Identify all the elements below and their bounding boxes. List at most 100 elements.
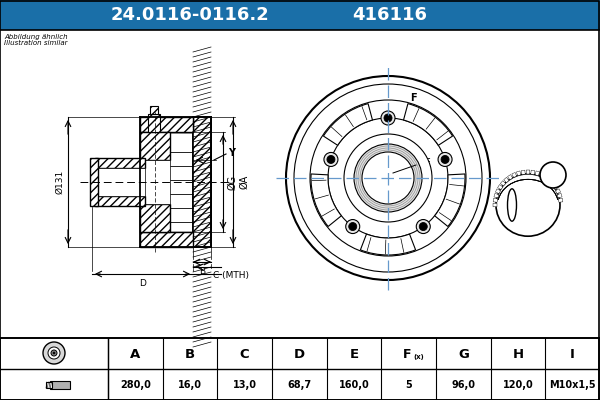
Bar — [95, 158, 145, 168]
Bar — [50, 381, 70, 389]
Bar — [140, 160, 170, 204]
Text: F: F — [410, 93, 416, 103]
Wedge shape — [311, 174, 341, 226]
Text: 280,0: 280,0 — [120, 380, 151, 390]
Circle shape — [354, 144, 422, 212]
Wedge shape — [493, 198, 497, 202]
Text: D: D — [139, 279, 146, 288]
Wedge shape — [556, 189, 560, 194]
Bar — [0, 0, 600, 30]
Text: H: H — [512, 348, 524, 360]
Wedge shape — [496, 189, 500, 194]
Bar — [140, 132, 170, 160]
Wedge shape — [557, 193, 562, 198]
Bar — [0, 338, 599, 400]
Text: B: B — [185, 348, 195, 360]
Circle shape — [441, 156, 449, 164]
Wedge shape — [500, 181, 506, 186]
Text: B: B — [199, 267, 205, 276]
Circle shape — [416, 220, 430, 234]
Text: I: I — [570, 348, 575, 360]
Circle shape — [286, 76, 490, 280]
Text: 5: 5 — [405, 380, 412, 390]
Bar — [95, 168, 145, 196]
Ellipse shape — [496, 174, 560, 236]
Wedge shape — [508, 175, 512, 180]
Text: 96,0: 96,0 — [451, 380, 475, 390]
Wedge shape — [434, 174, 465, 226]
Circle shape — [349, 222, 357, 230]
Wedge shape — [512, 172, 517, 178]
Text: C (MTH): C (MTH) — [213, 271, 249, 280]
Circle shape — [384, 114, 392, 122]
Circle shape — [310, 100, 466, 256]
Bar — [95, 196, 145, 206]
Circle shape — [48, 347, 60, 359]
Bar — [140, 232, 193, 247]
Text: M10x1,5: M10x1,5 — [550, 380, 596, 390]
Text: ØA: ØA — [239, 175, 249, 189]
Wedge shape — [361, 234, 416, 255]
Text: 120,0: 120,0 — [503, 380, 533, 390]
Bar — [140, 117, 193, 132]
Text: 16,0: 16,0 — [178, 380, 202, 390]
Circle shape — [53, 352, 55, 354]
Text: ØG: ØG — [227, 174, 237, 190]
Text: 160,0: 160,0 — [338, 380, 370, 390]
Text: Y: Y — [548, 168, 557, 182]
Text: D: D — [294, 348, 305, 360]
Text: (x): (x) — [413, 354, 424, 360]
Text: C: C — [240, 348, 250, 360]
Wedge shape — [323, 104, 373, 145]
Wedge shape — [550, 181, 556, 186]
Wedge shape — [553, 184, 559, 190]
Circle shape — [51, 350, 57, 356]
Circle shape — [346, 220, 360, 234]
Bar — [148, 114, 160, 132]
Wedge shape — [531, 170, 535, 174]
Bar — [140, 117, 193, 132]
Text: G: G — [458, 348, 469, 360]
Wedge shape — [521, 170, 525, 174]
Bar — [193, 117, 211, 247]
Circle shape — [438, 152, 452, 166]
Wedge shape — [539, 172, 544, 178]
Circle shape — [294, 84, 482, 272]
Text: F: F — [403, 348, 411, 360]
Circle shape — [328, 118, 448, 238]
Wedge shape — [544, 175, 548, 180]
Circle shape — [43, 342, 65, 364]
Bar — [0, 30, 600, 338]
Bar — [193, 117, 211, 247]
Wedge shape — [494, 193, 499, 198]
Text: Illustration similar: Illustration similar — [4, 40, 67, 46]
Circle shape — [540, 162, 566, 188]
Text: A: A — [130, 348, 140, 360]
Wedge shape — [497, 184, 503, 190]
Circle shape — [327, 156, 335, 164]
Bar — [150, 106, 158, 114]
Text: 13,0: 13,0 — [233, 380, 257, 390]
Text: Y: Y — [228, 148, 235, 158]
Text: 68,7: 68,7 — [287, 380, 311, 390]
Wedge shape — [526, 170, 530, 174]
Bar — [90, 158, 98, 206]
Circle shape — [381, 111, 395, 125]
Wedge shape — [493, 203, 497, 207]
Circle shape — [344, 134, 432, 222]
Ellipse shape — [508, 189, 517, 221]
Text: 416116: 416116 — [353, 6, 427, 24]
Circle shape — [324, 152, 338, 166]
Text: Abbildung ähnlich: Abbildung ähnlich — [4, 34, 68, 40]
Text: E: E — [349, 348, 359, 360]
Wedge shape — [404, 104, 452, 145]
Wedge shape — [559, 198, 563, 202]
Bar — [140, 204, 170, 232]
Text: Ø131: Ø131 — [56, 170, 65, 194]
Text: ØH: ØH — [150, 174, 160, 180]
Circle shape — [362, 152, 414, 204]
Wedge shape — [535, 171, 539, 176]
Circle shape — [419, 222, 427, 230]
Wedge shape — [547, 177, 552, 183]
Bar — [140, 132, 193, 232]
